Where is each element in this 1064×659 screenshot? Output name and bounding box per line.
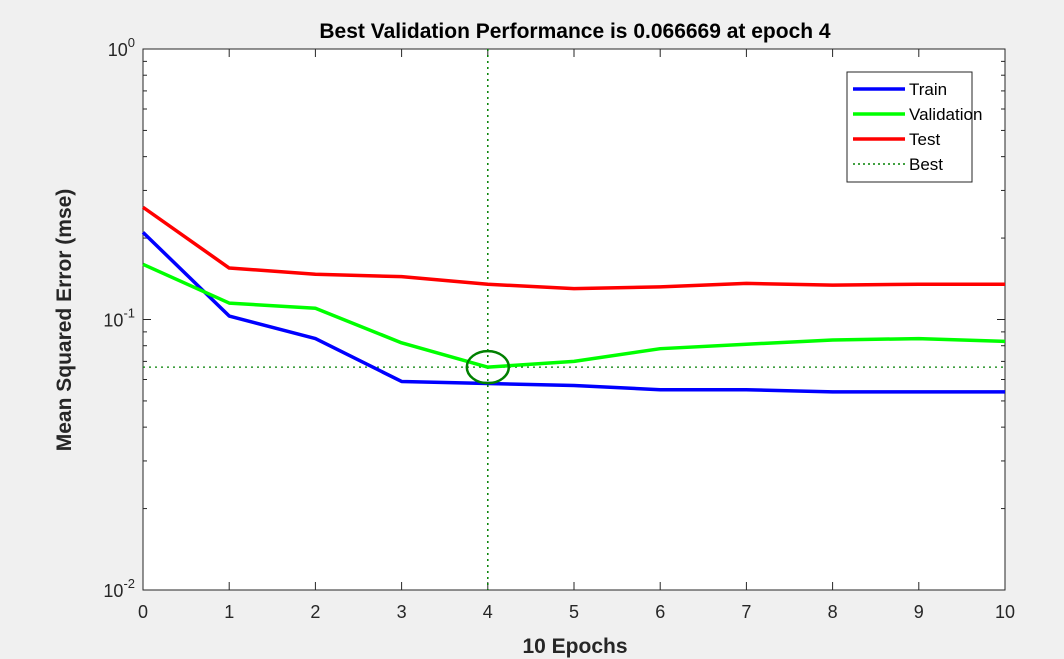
- x-tick-label: 2: [310, 602, 320, 622]
- legend: Train Validation Test Best: [846, 71, 982, 183]
- x-tick-label: 10: [995, 602, 1015, 622]
- legend-label-train: Train: [909, 80, 947, 99]
- x-tick-label: 4: [483, 602, 493, 622]
- axis-ticks: 0 1 2 3 4 5 6 7 8 9 10 100 10-1 10-2: [103, 35, 1015, 622]
- x-tick-label: 6: [655, 602, 665, 622]
- series-line-validation: [142, 262, 1006, 369]
- series-line-test: [141, 205, 1005, 291]
- y-axis-label: Mean Squared Error (mse): [53, 189, 76, 452]
- y-tick-label: 100: [108, 35, 135, 60]
- legend-label-best: Best: [909, 155, 943, 174]
- y-tick-label: 10-2: [103, 576, 135, 601]
- series-line-train: [141, 231, 1005, 394]
- x-tick-label: 1: [224, 602, 234, 622]
- x-tick-label: 0: [138, 602, 148, 622]
- best-markers: [143, 49, 1005, 590]
- x-tick-label: 8: [828, 602, 838, 622]
- x-axis-label: 10 Epochs: [522, 635, 627, 658]
- y-tick-label: 10-1: [103, 306, 135, 331]
- x-tick-label: 9: [914, 602, 924, 622]
- legend-label-test: Test: [909, 130, 940, 149]
- x-tick-label: 5: [569, 602, 579, 622]
- x-tick-label: 3: [397, 602, 407, 622]
- best-point-marker: [465, 349, 511, 385]
- chart-title: Best Validation Performance is 0.066669 …: [319, 20, 831, 43]
- x-tick-label: 7: [741, 602, 751, 622]
- legend-label-validation: Validation: [909, 105, 982, 124]
- series-lines: [141, 205, 1006, 394]
